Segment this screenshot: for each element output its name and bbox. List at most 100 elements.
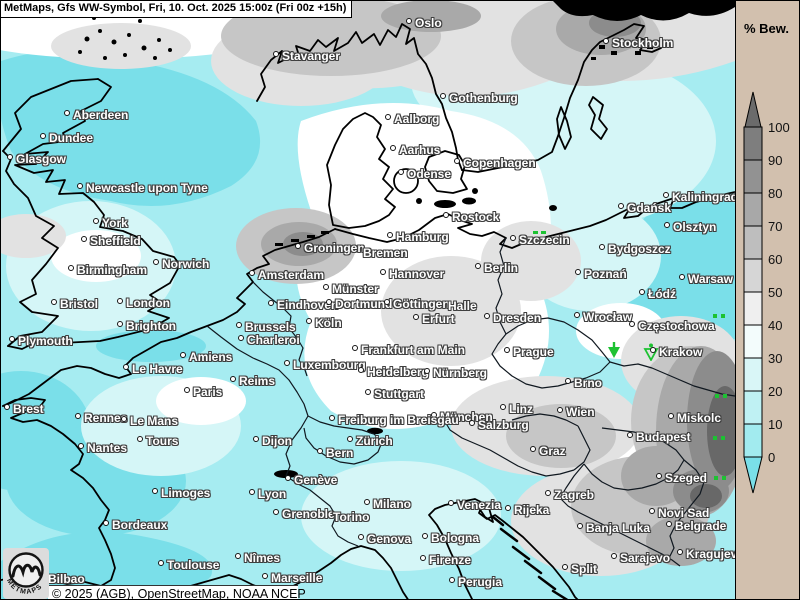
city-marker [323,284,329,290]
city-marker [306,318,312,324]
city-marker [406,18,412,24]
scale-tick-label: 90 [768,153,782,168]
city-label-brno: Brno [565,376,602,390]
city-marker [81,236,87,242]
city-marker [9,336,15,342]
city-label-zagreb: Zagreb [545,488,594,502]
city-name: Plymouth [18,334,73,348]
city-name: Hannover [389,267,444,281]
city-marker [295,243,301,249]
city-name: Stuttgart [374,387,424,401]
city-marker [575,269,581,275]
city-label-m-nster: Münster [323,282,379,296]
city-label-graz: Graz [530,444,566,458]
city-name: Bern [326,446,353,460]
city-name: Aalborg [394,112,439,126]
city-marker [352,345,358,351]
city-name: Heidelberg [367,365,429,379]
city-label-birmingham: Birmingham [68,263,147,277]
city-name: Reims [239,374,275,388]
city-name: Glasgow [16,152,66,166]
city-name: Prague [513,345,554,359]
city-label-bristol: Bristol [51,297,98,311]
city-marker [103,520,109,526]
city-name: Marseille [271,571,322,585]
scale-tick-label: 80 [768,186,782,201]
city-marker [7,154,13,160]
city-marker [440,93,446,99]
city-marker [4,404,10,410]
city-name: Rostock [452,210,499,224]
city-label-torino: Torino [333,510,369,524]
city-label-prague: Prague [504,345,554,359]
city-name: Köln [315,316,342,330]
city-marker [387,232,393,238]
city-name: Szeged [665,471,707,485]
city-marker [505,505,511,511]
city-name: Tours [146,434,178,448]
city-label-stavanger: Stavanger [273,49,340,63]
city-name: Łódź [648,287,676,301]
city-marker [504,347,510,353]
city-name: Brno [574,376,602,390]
city-marker [420,555,426,561]
city-label-le-mans: Le Mans [121,414,178,428]
city-name: Norwich [162,257,209,271]
city-marker [184,387,190,393]
city-name: Venezia [457,498,501,512]
legend-sidebar: % Bew. 1009080706050403020100 [735,1,800,600]
city-marker [365,389,371,395]
scale-segment [744,358,762,391]
city-marker [424,368,430,374]
city-marker [413,314,419,320]
city-label-amsterdam: Amsterdam [249,268,324,282]
city-label-oslo: Oslo [406,16,442,30]
city-marker [238,335,244,341]
scale-segment [744,193,762,226]
city-label-london: London [117,296,170,310]
city-marker [530,446,536,452]
city-marker [121,416,127,422]
city-marker [677,549,683,555]
city-marker [152,488,158,494]
city-marker [180,352,186,358]
city-marker [679,274,685,280]
city-name: Salzburg [478,418,529,432]
city-label-warsaw: Warsaw [679,272,733,286]
city-name: Split [571,562,597,576]
city-label-brest: Brest [4,402,44,416]
city-name: Odense [407,167,451,181]
city-name: Perugia [458,575,502,589]
city-name: Warsaw [688,272,733,286]
city-label-olsztyn: Olsztyn [664,220,716,234]
city-marker [358,367,364,373]
city-marker [347,436,353,442]
city-label-dijon: Dijon [253,434,292,448]
city-marker [329,415,335,421]
city-label-halle: Halle [448,299,477,313]
city-label-bologna: Bologna [422,531,479,545]
city-name: London [126,296,170,310]
city-name: Le Mans [130,414,178,428]
city-marker [656,473,662,479]
city-label-reims: Reims [230,374,275,388]
scale-segment [744,259,762,292]
city-label-krakow: Krakow [650,345,702,359]
city-name: Dresden [493,311,541,325]
city-marker [158,560,164,566]
copyright-bar: © 2025 (AGB), OpenStreetMap, NOAA NCEP [48,585,298,600]
city-label-bremen: Bremen [363,246,408,260]
city-label-z-rich: Zürich [347,434,393,448]
city-marker [603,38,609,44]
city-label-gen-ve: Genève [285,473,337,487]
city-label-tours: Tours [137,434,178,448]
city-label-luxembourg: Luxembourg [284,358,366,372]
city-label-k-ln: Köln [306,316,342,330]
weather-symbol-dot-pair [714,387,730,405]
city-name: Częstochowa [638,319,715,333]
city-marker [358,534,364,540]
city-marker [469,420,475,426]
map-title: MetMaps, Gfs WW-Symbol, Fri, 10. Oct. 20… [1,1,352,18]
city-marker [510,235,516,241]
city-label-odense: Odense [398,167,451,181]
